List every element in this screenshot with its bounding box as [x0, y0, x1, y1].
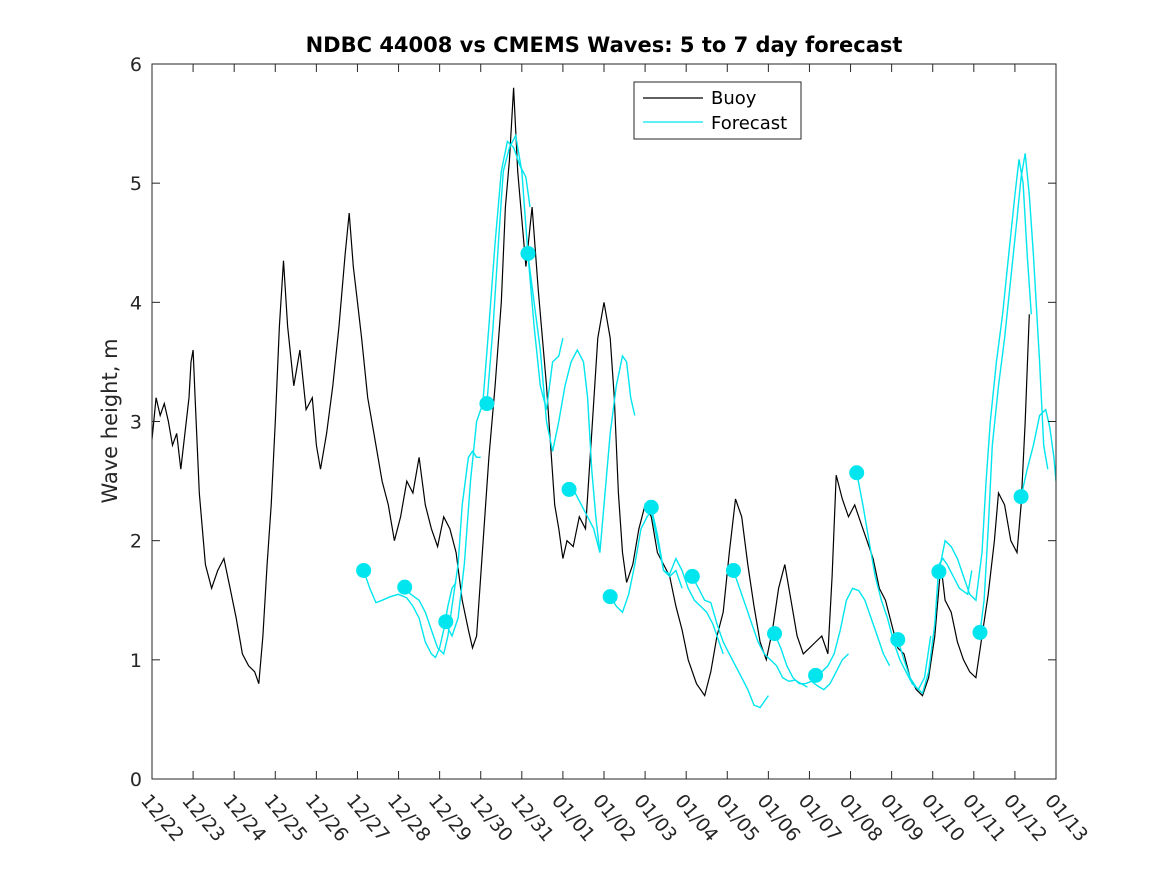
forecast-start-marker-12 — [808, 667, 824, 683]
forecast-start-marker-15 — [931, 564, 947, 580]
forecast-series-line-6 — [568, 354, 636, 553]
forecast-series-line-17 — [1020, 408, 1056, 497]
series-layer — [152, 87, 1056, 709]
forecast-series-line-8 — [650, 507, 724, 655]
forecast-start-marker-3 — [438, 614, 454, 630]
forecast-series-line-3 — [445, 140, 531, 638]
forecast-series-line-14 — [897, 557, 973, 695]
forecast-start-marker-8 — [643, 499, 659, 515]
forecast-start-marker-14 — [890, 632, 906, 648]
legend: Buoy Forecast — [633, 81, 802, 140]
forecast-series-line-7 — [609, 509, 683, 614]
forecast-series-line-5 — [527, 254, 601, 553]
y-tick-label-5: 5 — [130, 173, 142, 195]
forecast-start-marker-2 — [397, 579, 413, 595]
y-tick-label-2: 2 — [130, 531, 142, 553]
forecast-start-marker-11 — [767, 626, 783, 642]
legend-forecast-label: Forecast — [711, 113, 787, 134]
y-tick-label-4: 4 — [130, 292, 142, 314]
forecast-series-line-16 — [979, 153, 1049, 633]
forecast-start-marker-6 — [561, 481, 577, 497]
forecast-series-line-12 — [815, 587, 891, 676]
forecast-start-marker-13 — [849, 465, 865, 481]
forecast-start-marker-9 — [684, 568, 700, 584]
buoy-series-line — [152, 87, 1030, 698]
forecast-start-marker-10 — [725, 562, 741, 578]
forecast-series-line-4 — [486, 133, 564, 410]
forecast-start-marker-1 — [356, 562, 372, 578]
forecast-series-line-15 — [938, 159, 1032, 602]
y-axis-label: Wave height, m — [98, 338, 122, 503]
forecast-start-marker-4 — [479, 396, 495, 412]
forecast-start-marker-17 — [1013, 489, 1029, 505]
forecast-start-marker-5 — [520, 245, 536, 261]
y-tick-label-3: 3 — [130, 412, 142, 434]
forecast-start-marker-7 — [602, 589, 618, 605]
legend-box — [633, 81, 802, 140]
forecast-series-line-9 — [691, 576, 769, 709]
chart-title: NDBC 44008 vs CMEMS Waves: 5 to 7 day fo… — [306, 33, 903, 57]
y-tick-label-1: 1 — [130, 650, 142, 672]
legend-buoy-label: Buoy — [711, 88, 757, 109]
forecast-series-line-2 — [404, 450, 481, 656]
y-tick-label-0: 0 — [130, 769, 142, 791]
y-tick-label-6: 6 — [130, 54, 142, 76]
forecast-start-marker-16 — [972, 624, 988, 640]
